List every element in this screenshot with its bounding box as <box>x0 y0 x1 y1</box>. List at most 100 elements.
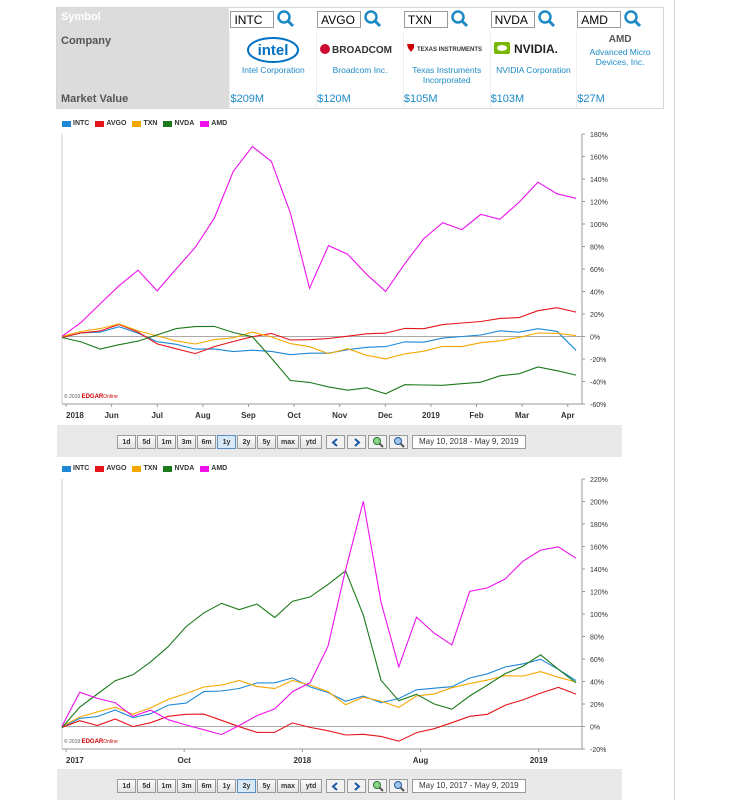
legend-item[interactable]: NVDA <box>163 465 194 472</box>
range-button-1y[interactable]: 1y <box>217 435 236 449</box>
range-button-1y[interactable]: 1y <box>217 779 236 793</box>
nvidia-logo: NVIDIA. <box>491 39 577 67</box>
y-tick-label: 40% <box>590 290 604 297</box>
comparison-table: Symbol Company intel Intel Corporati <box>56 7 664 109</box>
range-button-5y[interactable]: 5y <box>257 779 276 793</box>
edgar-watermark: © 2019 EDGAROnline <box>64 738 118 745</box>
company-name[interactable]: Texas Instruments Incorporated <box>412 65 482 85</box>
line-chart-2y[interactable]: 220% 200% 180% 160% 140% 120% 100% 80% 60% 40% 20%… <box>57 474 622 779</box>
chevron-left-icon[interactable] <box>326 779 345 793</box>
intel-logo: intel <box>230 36 316 64</box>
range-button-1d[interactable]: 1d <box>117 435 136 449</box>
range-button-6m[interactable]: 6m <box>197 779 216 793</box>
svg-text:TEXAS INSTRUMENTS: TEXAS INSTRUMENTS <box>417 47 482 53</box>
range-button-5y[interactable]: 5y <box>257 435 276 449</box>
legend-item[interactable]: INTC <box>62 120 89 127</box>
symbol-input-5[interactable] <box>577 11 622 28</box>
range-button-5d[interactable]: 5d <box>137 435 156 449</box>
range-button-ytd[interactable]: ytd <box>300 779 322 793</box>
company-row: Company intel Intel Corporation BROADCOM… <box>57 32 663 91</box>
zoom-in-icon[interactable] <box>368 435 387 449</box>
x-tick-label: Jun <box>104 411 118 420</box>
chart-panel-2y: INTC AVGO TXN NVDA AMD 220% 200% 180% 160% 1… <box>57 460 622 800</box>
legend-item[interactable]: TXN <box>132 120 157 127</box>
symbol-input-4[interactable] <box>490 11 535 28</box>
legend-item[interactable]: INTC <box>62 465 89 472</box>
market-value: $27M <box>576 91 663 108</box>
market-value: $209M <box>229 91 316 108</box>
search-icon[interactable] <box>450 9 470 29</box>
y-tick-label: 120% <box>590 590 608 597</box>
company-name[interactable]: Intel Corporation <box>241 65 305 75</box>
symbol-row: Symbol <box>57 8 663 32</box>
legend-item[interactable]: AVGO <box>95 465 126 472</box>
range-button-2y[interactable]: 2y <box>237 435 256 449</box>
symbol-input-2[interactable] <box>317 11 362 28</box>
market-value-label: Market Value <box>57 91 230 108</box>
symbol-input-3[interactable] <box>403 11 448 28</box>
range-button-max[interactable]: max <box>277 435 299 449</box>
y-tick-label: 80% <box>590 635 604 642</box>
svg-text:BROADCOM: BROADCOM <box>332 45 392 56</box>
y-tick-label: 20% <box>590 702 604 709</box>
chart-legend: INTC AVGO TXN NVDA AMD <box>62 465 227 472</box>
range-button-6m[interactable]: 6m <box>197 435 216 449</box>
company-name[interactable]: Broadcom Inc. <box>332 65 388 75</box>
range-toolbar: 1d 5d 1m 3m 6m 1y 2y 5y max ytd May 10, 2018 - May… <box>117 435 526 449</box>
legend-item[interactable]: NVDA <box>163 120 194 127</box>
amd-symbol-heading: AMD <box>608 34 632 45</box>
search-icon[interactable] <box>363 9 383 29</box>
x-tick-label: Oct <box>178 756 192 765</box>
x-tick-label: Dec <box>378 411 393 420</box>
range-button-3m[interactable]: 3m <box>177 435 196 449</box>
zoom-in-icon[interactable] <box>368 779 387 793</box>
y-tick-label: 80% <box>590 245 604 252</box>
company-name[interactable]: Advanced Micro Devices, Inc. <box>589 47 651 67</box>
svg-text:NVIDIA.: NVIDIA. <box>514 42 558 56</box>
texas-instruments-logo: TEXAS INSTRUMENTS <box>404 42 490 70</box>
symbol-input-1[interactable] <box>230 11 275 28</box>
x-tick-label: Apr <box>561 411 575 420</box>
range-button-1d[interactable]: 1d <box>117 779 136 793</box>
legend-item[interactable]: AMD <box>200 465 227 472</box>
range-button-1m[interactable]: 1m <box>157 779 176 793</box>
range-button-3m[interactable]: 3m <box>177 779 196 793</box>
search-icon[interactable] <box>537 9 557 29</box>
legend-item[interactable]: TXN <box>132 465 157 472</box>
series-line-txn <box>61 323 577 360</box>
range-button-max[interactable]: max <box>277 779 299 793</box>
search-icon[interactable] <box>276 9 296 29</box>
x-tick-label: 2018 <box>293 756 311 765</box>
chart-panel-1y: INTC AVGO TXN NVDA AMD 180% 160% 140% 120% 1… <box>57 115 622 457</box>
y-tick-label: -20% <box>590 357 606 364</box>
legend-item[interactable]: AVGO <box>95 120 126 127</box>
company-cell-intel: intel Intel Corporation <box>229 32 316 91</box>
series-line-avgo <box>61 686 577 742</box>
search-icon[interactable] <box>623 9 643 29</box>
market-value: $120M <box>316 91 403 108</box>
date-range-display: May 10, 2018 - May 9, 2019 <box>412 435 526 449</box>
y-tick-label: 60% <box>590 657 604 664</box>
range-button-ytd[interactable]: ytd <box>300 435 322 449</box>
zoom-out-icon[interactable] <box>389 779 408 793</box>
y-tick-label: 200% <box>590 500 608 507</box>
legend-item[interactable]: AMD <box>200 120 227 127</box>
y-tick-label: 60% <box>590 267 604 274</box>
company-name[interactable]: NVIDIA Corporation <box>496 65 571 75</box>
chevron-right-icon[interactable] <box>347 435 366 449</box>
x-tick-label: 2019 <box>422 411 440 420</box>
company-cell-nvidia: NVIDIA. NVIDIA Corporation <box>489 32 577 91</box>
x-tick-label: Mar <box>515 411 529 420</box>
y-tick-label: 220% <box>590 477 608 484</box>
zoom-out-icon[interactable] <box>389 435 408 449</box>
market-value: $103M <box>489 91 577 108</box>
chevron-left-icon[interactable] <box>326 435 345 449</box>
range-button-5d[interactable]: 5d <box>137 779 156 793</box>
line-chart-1y[interactable]: 180% 160% 140% 120% 100% 80% 60% 40% 20% 0% -20% -4… <box>57 129 622 434</box>
series-line-amd <box>61 145 577 337</box>
range-button-2y[interactable]: 2y <box>237 779 256 793</box>
symbol-cell-5 <box>576 8 663 32</box>
range-toolbar: 1d 5d 1m 3m 6m 1y 2y 5y max ytd May 10, 2017 - May… <box>117 779 526 793</box>
range-button-1m[interactable]: 1m <box>157 435 176 449</box>
chevron-right-icon[interactable] <box>347 779 366 793</box>
